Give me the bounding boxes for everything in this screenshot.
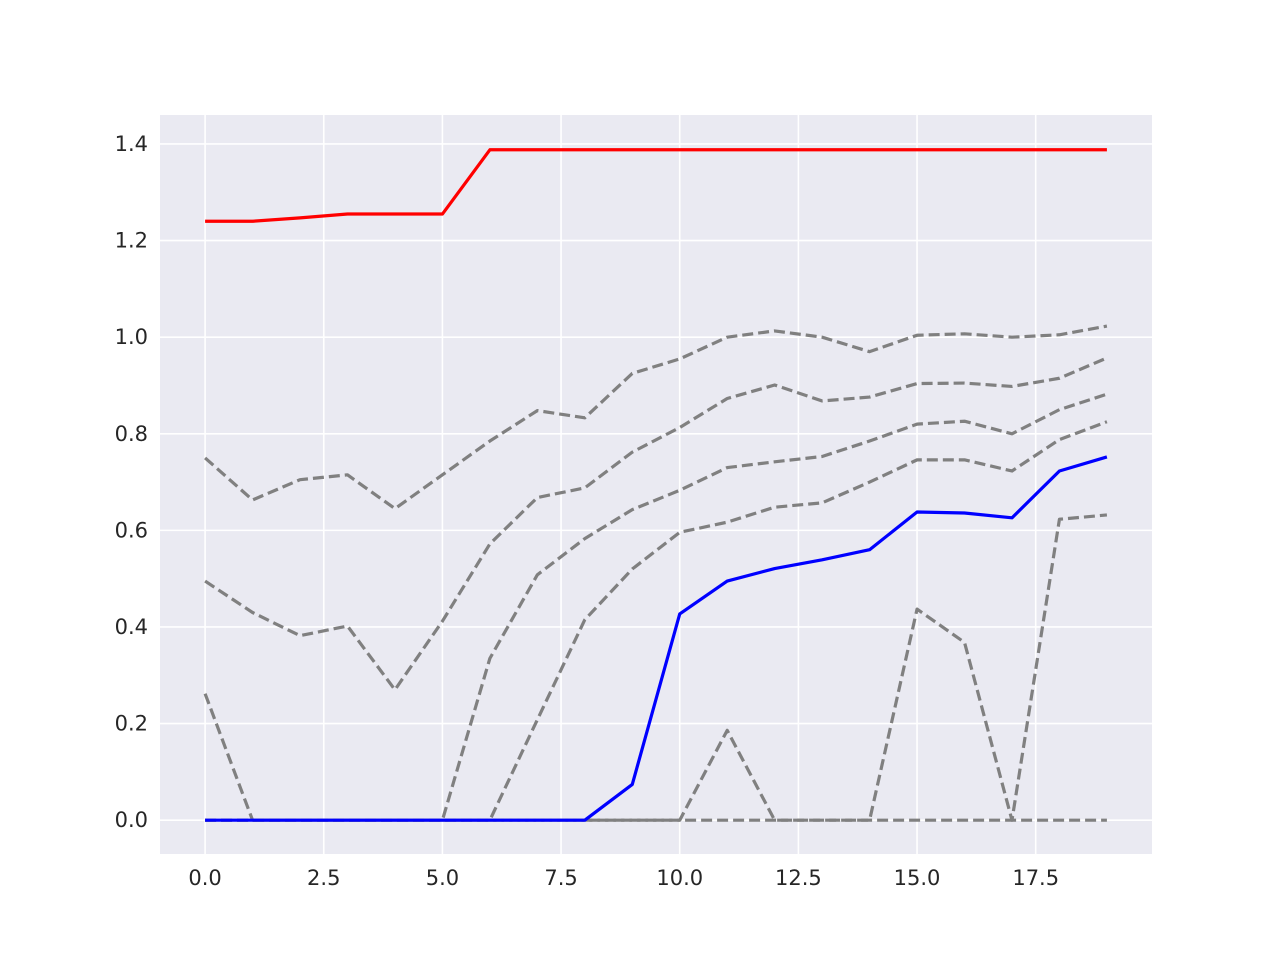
y-tick-label: 0.6 (115, 518, 148, 542)
y-tick-label: 1.2 (115, 229, 148, 253)
series-line-blue (205, 455, 1108, 822)
y-tick-label: 0.2 (115, 712, 148, 736)
plot-background (160, 115, 1152, 854)
series-line-gray-2 (204, 356, 1108, 692)
x-tick-label: 0.0 (188, 866, 221, 890)
x-axis-ticks: 0.0 2.5 5.0 7.5 10.0 12.5 15.0 17.5 (188, 866, 1059, 890)
x-tick-label: 2.5 (307, 866, 340, 890)
y-tick-label: 1.0 (115, 325, 148, 349)
series-line-gray-1 (204, 324, 1108, 511)
series-line-red (205, 148, 1107, 223)
y-tick-label: 0.0 (115, 808, 148, 832)
x-tick-label: 12.5 (775, 866, 822, 890)
x-tick-label: 15.0 (894, 866, 941, 890)
y-tick-label: 1.4 (115, 132, 148, 156)
x-tick-label: 5.0 (426, 866, 459, 890)
series-lines (203, 148, 1108, 822)
x-tick-label: 7.5 (544, 866, 577, 890)
x-tick-label: 10.0 (656, 866, 703, 890)
x-tick-label: 17.5 (1012, 866, 1059, 890)
grid-lines (160, 115, 1152, 854)
y-tick-label: 0.4 (115, 615, 148, 639)
y-tick-label: 0.8 (115, 422, 148, 446)
y-axis-ticks: 0.0 0.2 0.4 0.6 0.8 1.0 1.2 1.4 (115, 132, 148, 832)
